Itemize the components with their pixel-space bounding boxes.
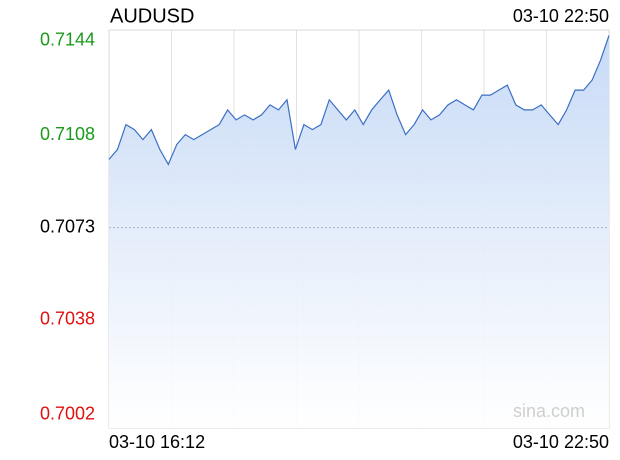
x-tick-label: 03-10 22:50 bbox=[513, 432, 609, 452]
timestamp: 03-10 22:50 bbox=[513, 6, 609, 26]
watermark: sina.com bbox=[513, 401, 585, 421]
price-line bbox=[108, 35, 610, 166]
y-tick-label: 0.7144 bbox=[40, 29, 95, 49]
y-tick-label: 0.7002 bbox=[40, 404, 95, 424]
chart-title: AUDUSD bbox=[110, 5, 194, 27]
area bbox=[109, 35, 609, 428]
x-tick-label: 03-10 16:12 bbox=[109, 432, 205, 452]
y-tick-label: 0.7038 bbox=[40, 309, 95, 329]
y-tick-label: 0.7073 bbox=[40, 216, 95, 236]
y-tick-label: 0.7108 bbox=[40, 124, 95, 144]
